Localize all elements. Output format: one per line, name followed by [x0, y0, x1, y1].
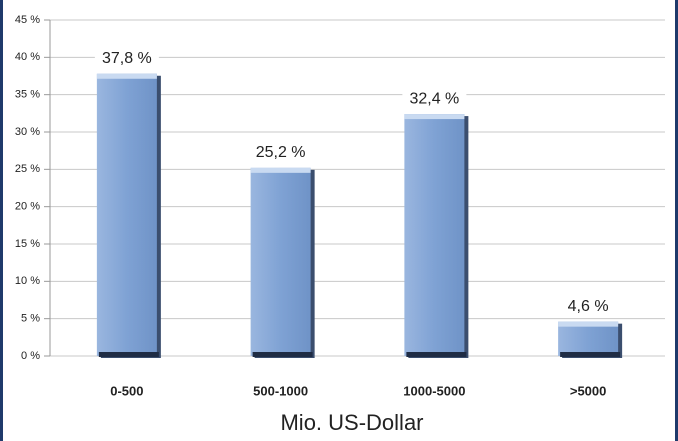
value-label-bg — [556, 295, 621, 316]
y-tick-label: 40 % — [15, 51, 40, 63]
bar-top — [404, 114, 465, 120]
value-label: 32,4 % — [409, 90, 459, 107]
bar-base — [98, 352, 159, 357]
y-tick-label: 20 % — [15, 201, 40, 213]
value-label-bg — [402, 88, 467, 109]
bar-top — [96, 73, 157, 79]
bar — [558, 321, 619, 356]
y-tick-label: 15 % — [15, 238, 40, 250]
frame-right — [675, 0, 678, 441]
x-tick-label: 1000-5000 — [403, 383, 465, 398]
y-tick-label: 5 % — [21, 313, 40, 325]
bar-base — [252, 352, 313, 357]
value-label: 37,8 % — [102, 50, 152, 67]
y-tick-label: 45 % — [15, 14, 40, 26]
x-tick-label: 0-500 — [110, 383, 143, 398]
bar — [404, 114, 465, 356]
y-tick-label: 35 % — [15, 89, 40, 101]
bar — [96, 73, 157, 356]
bar-base — [560, 352, 621, 357]
y-tick-label: 0 % — [21, 350, 40, 362]
bar-top — [250, 167, 311, 173]
y-tick-label: 25 % — [15, 163, 40, 175]
y-tick-label: 10 % — [15, 275, 40, 287]
bar-base — [406, 352, 467, 357]
bar-top — [558, 321, 619, 327]
value-label: 25,2 % — [256, 144, 306, 161]
y-tick-label: 30 % — [15, 126, 40, 138]
value-label-bg — [248, 141, 313, 162]
x-tick-label: >5000 — [570, 383, 607, 398]
value-label-bg — [94, 47, 159, 68]
x-tick-label: 500-1000 — [253, 383, 308, 398]
frame-left — [0, 0, 3, 441]
x-axis-title: Mio. US-Dollar — [280, 410, 423, 435]
value-label: 4,6 % — [568, 298, 609, 315]
bar — [250, 167, 311, 356]
